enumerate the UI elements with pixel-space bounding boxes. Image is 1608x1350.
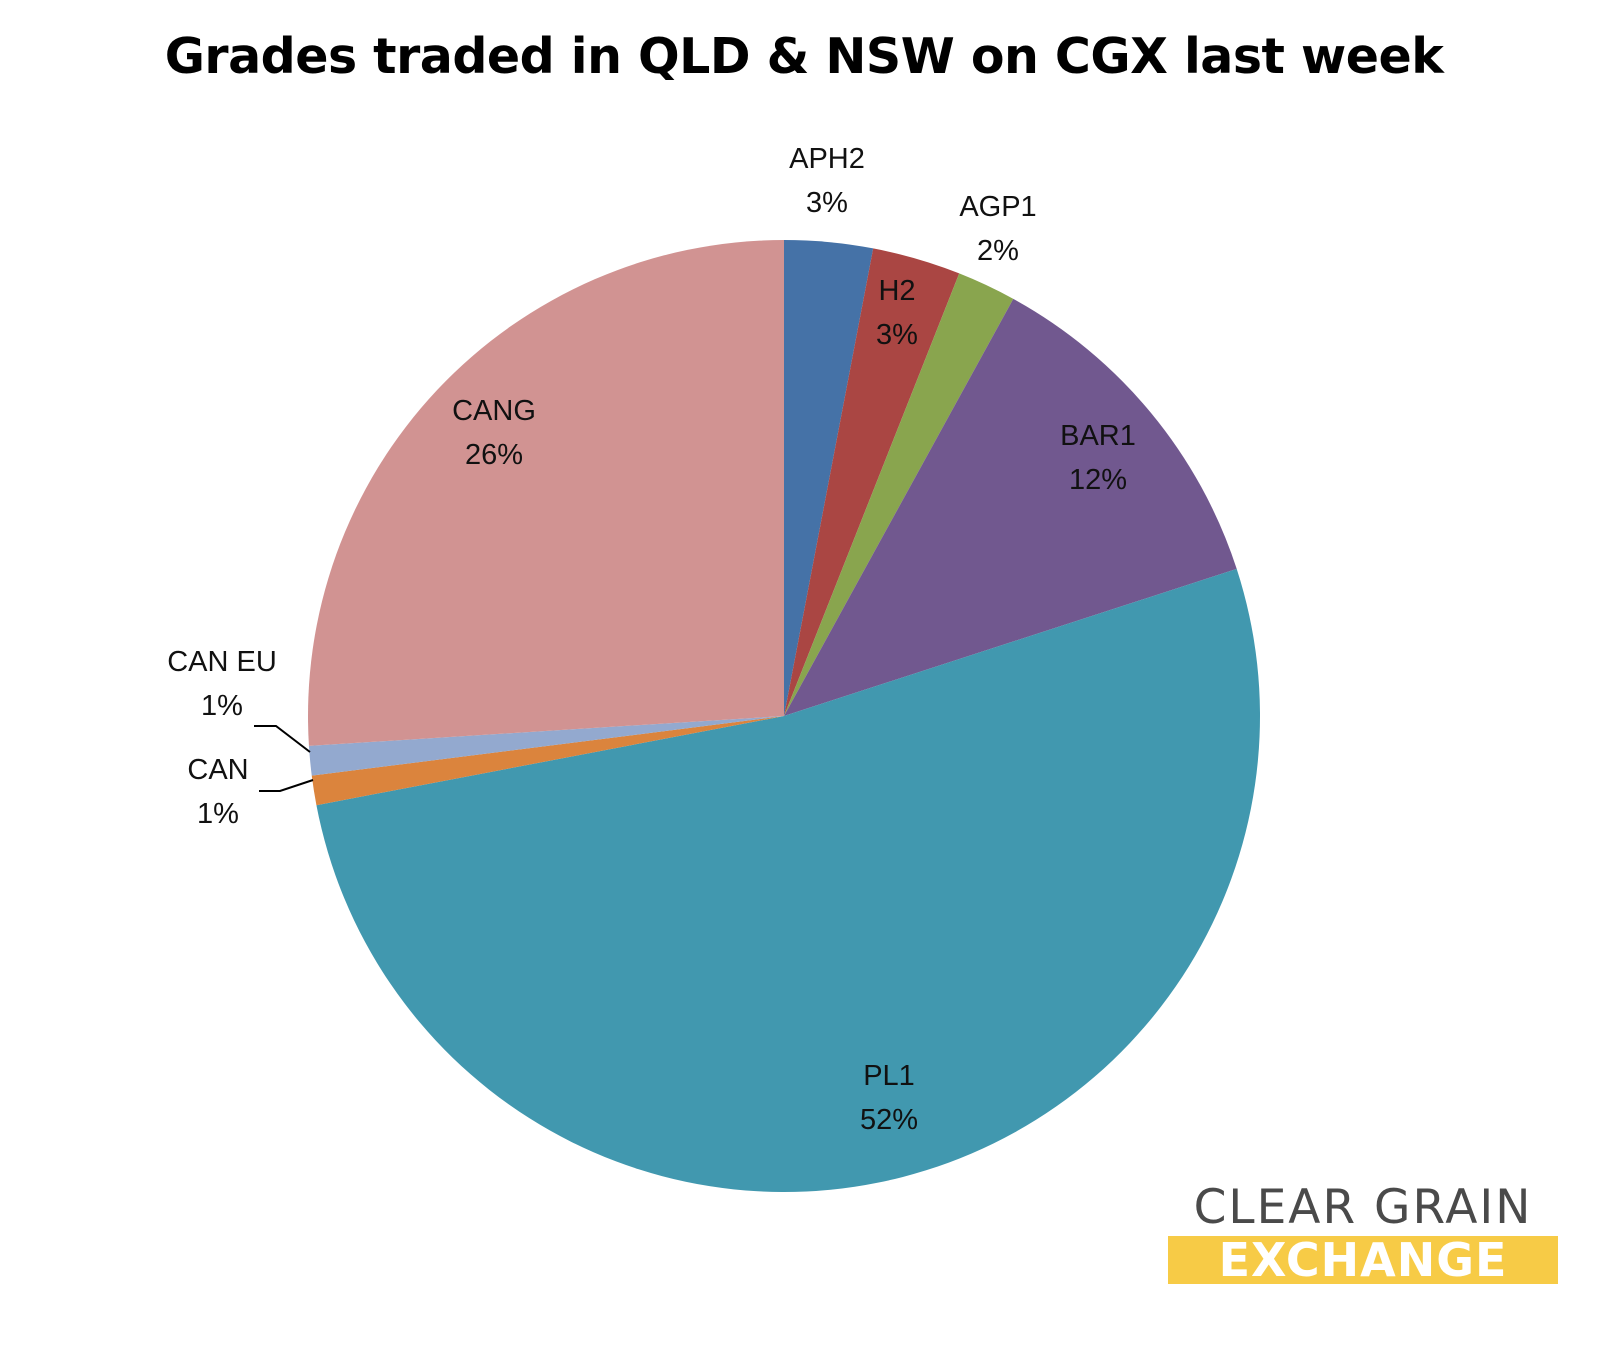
pie-slice-agp1 (784, 273, 1014, 716)
slice-label-name: H2 (878, 275, 915, 307)
pie-slice-can-eu (308, 716, 784, 776)
pie-slice-can (311, 716, 784, 806)
slice-label-cang: CANG 26% (452, 395, 536, 471)
slice-label-name: CAN (187, 754, 248, 786)
slice-label-percent: 1% (197, 798, 239, 830)
leader-line-can-eu (254, 725, 311, 753)
logo-text-line1: CLEAR GRAIN (1193, 1180, 1533, 1235)
clear-grain-exchange-logo: CLEAR GRAIN EXCHANGE (1168, 1182, 1558, 1284)
leader-line-can (259, 779, 314, 792)
slice-label-name: AGP1 (959, 191, 1036, 223)
pie-slice-h2 (784, 248, 960, 716)
pie-slices (308, 240, 1261, 1193)
slice-label-h2: H2 3% (876, 275, 918, 351)
slice-label-name: APH2 (789, 143, 865, 175)
slice-label-percent: 52% (860, 1104, 918, 1136)
logo-text-line2: EXCHANGE (1168, 1236, 1558, 1284)
chart-title: Grades traded in QLD & NSW on CGX last w… (164, 28, 1444, 85)
slice-label-percent: 12% (1069, 464, 1127, 496)
slice-label-pl1: PL1 52% (860, 1060, 918, 1136)
slice-label-percent: 26% (465, 439, 523, 471)
slice-label-name: CANG (452, 395, 536, 427)
pie-slice-pl1 (316, 568, 1261, 1193)
slice-label-agp1: AGP1 2% (959, 191, 1036, 267)
slice-label-percent: 3% (806, 187, 848, 219)
slice-label-percent: 1% (201, 690, 243, 722)
slice-label-can-eu: CAN EU 1% (167, 646, 277, 722)
slice-label-name: BAR1 (1060, 420, 1136, 452)
pie-slice-cang (308, 240, 784, 746)
slice-label-percent: 3% (876, 319, 918, 351)
pie-slice-aph2 (784, 240, 874, 716)
slice-label-percent: 2% (977, 235, 1019, 267)
label-leader-lines (254, 725, 314, 792)
slice-label-name: PL1 (863, 1060, 915, 1092)
pie-slice-bar1 (784, 298, 1237, 716)
slice-label-aph2: APH2 3% (789, 143, 865, 219)
slice-label-can: CAN 1% (187, 754, 248, 830)
slice-labels: APH2 3%H2 3%AGP1 2%BAR1 12%PL1 52%CAN 1%CAN EU… (167, 143, 1136, 1136)
slice-label-name: CAN EU (167, 646, 277, 678)
slice-label-bar1: BAR1 12% (1060, 420, 1136, 496)
